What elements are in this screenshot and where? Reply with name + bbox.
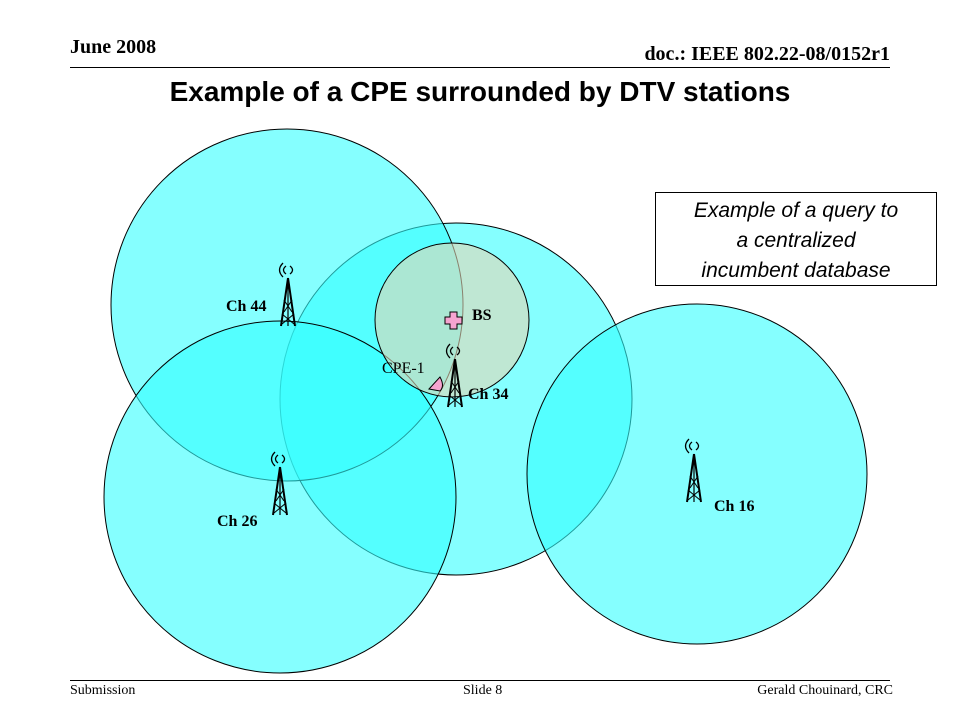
callout-line-3: incumbent database bbox=[701, 259, 891, 282]
cpe-marker-icon bbox=[428, 376, 443, 392]
bs-marker-icon bbox=[444, 311, 463, 330]
footer-submission: Submission bbox=[70, 683, 136, 698]
header-doc-id: doc.: IEEE 802.22-08/0152r1 bbox=[644, 43, 890, 65]
label-ch26: Ch 26 bbox=[217, 513, 258, 530]
slide-title: Example of a CPE surrounded by DTV stati… bbox=[169, 76, 791, 107]
footer-rule bbox=[70, 680, 890, 681]
label-bs: BS bbox=[472, 307, 492, 324]
header-rule bbox=[70, 67, 890, 68]
label-ch16: Ch 16 bbox=[714, 498, 755, 515]
footer-author: Gerald Chouinard, CRC bbox=[757, 683, 893, 698]
label-ch44: Ch 44 bbox=[226, 298, 267, 315]
label-ch34: Ch 34 bbox=[468, 386, 509, 403]
callout-line-1: Example of a query to bbox=[693, 199, 899, 222]
callout-box: Example of a query to a centralized incu… bbox=[655, 192, 937, 286]
label-cpe: CPE-1 bbox=[382, 360, 425, 377]
callout-line-2: a centralized bbox=[736, 229, 856, 252]
header-date: June 2008 bbox=[70, 36, 157, 58]
footer-slide-number: Slide 8 bbox=[463, 683, 503, 698]
